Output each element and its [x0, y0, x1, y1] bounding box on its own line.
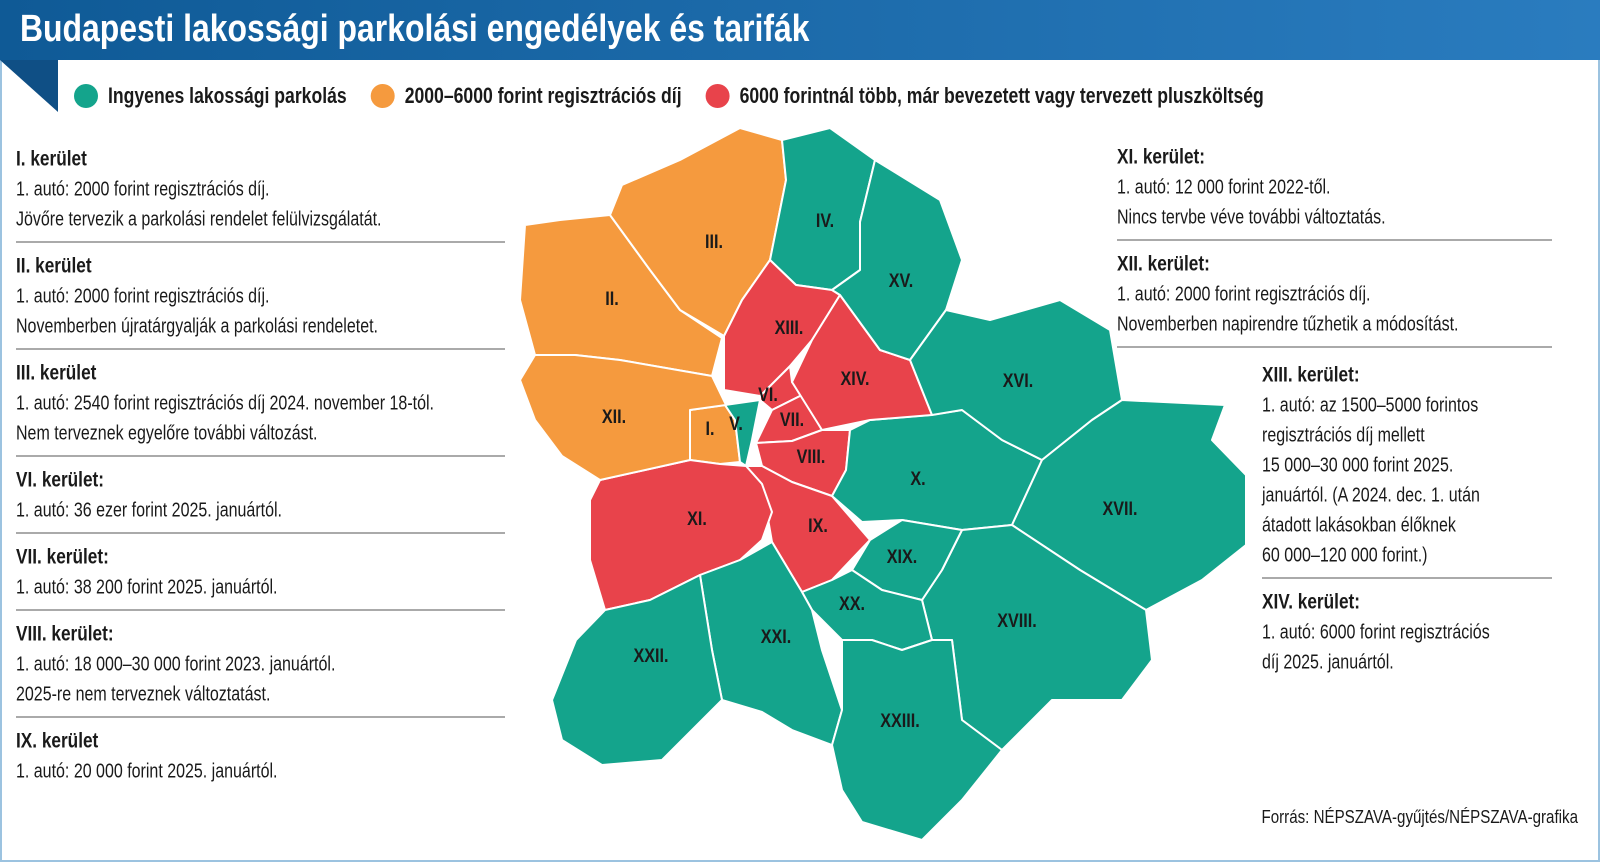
district-label: XIX.	[887, 547, 918, 568]
district-label: VIII.	[797, 447, 826, 468]
note-heading: I. kerület	[16, 148, 87, 171]
district	[519, 214, 723, 377]
title: Budapesti lakossági parkolási engedélyek…	[20, 8, 810, 50]
note-heading: VIII. kerület:	[16, 623, 114, 646]
note-line: 1. autó: 2000 forint regisztrációs díj.	[1117, 283, 1371, 305]
district-label: XI.	[687, 509, 707, 530]
district-label: I.	[706, 419, 715, 440]
district	[551, 574, 723, 766]
district-label: V.	[729, 414, 743, 435]
note-heading: III. kerület	[16, 362, 96, 385]
map: I. II. III. IV. V. VI.VII. VIII. IX. X. XI. XII. XI…	[519, 127, 1247, 841]
district-label: II.	[605, 289, 619, 310]
note-line: januártól. (A 2024. dec. 1. után	[1261, 484, 1480, 506]
note-line: 1. autó: az 1500–5000 forintos	[1262, 394, 1478, 416]
note-line: 1. autó: 2000 forint regisztrációs díj.	[16, 285, 270, 307]
note-line: Nincs tervbe véve további változtatás.	[1117, 206, 1386, 228]
district-label: XIII.	[775, 318, 804, 339]
note-heading: XIV. kerület:	[1262, 591, 1360, 614]
district	[723, 259, 841, 397]
legend: Ingyenes lakossági parkolás 2000–6000 for…	[74, 83, 1264, 108]
district-label: XXI.	[761, 627, 792, 648]
note-line: Novemberben napirendre tűzhetik a módosí…	[1117, 313, 1459, 335]
district-label: XXIII.	[880, 711, 920, 732]
district-label: XII.	[602, 407, 626, 428]
legend-label: Ingyenes lakossági parkolás	[108, 83, 347, 108]
note-heading: VII. kerület:	[16, 546, 109, 569]
note-line: 1. autó: 36 ezer forint 2025. januártól.	[16, 499, 282, 521]
district-label: IV.	[816, 211, 834, 232]
note-line: regisztrációs díj mellett	[1262, 424, 1425, 446]
district-label: XXII.	[634, 646, 669, 667]
district-label: III.	[705, 232, 723, 253]
source: Forrás: NÉPSZAVA-gyűjtés/NÉPSZAVA-grafik…	[1262, 807, 1579, 827]
note-heading: IX. kerület	[16, 730, 98, 753]
header-notch	[0, 60, 58, 112]
note-line: Nem terveznek egyelőre további változást…	[16, 422, 318, 444]
legend-swatch	[705, 84, 730, 108]
legend-label: 2000–6000 forint regisztrációs díj	[405, 83, 682, 108]
note-line: 1. autó: 6000 forint regisztrációs	[1262, 621, 1490, 643]
district-label: XVIII.	[997, 611, 1037, 632]
note-line: 2025-re nem terveznek változtatást.	[16, 683, 270, 705]
legend-swatch	[370, 84, 395, 108]
note-line: 1. autó: 18 000–30 000 forint 2023. janu…	[16, 653, 335, 675]
note-heading: VI. kerület:	[16, 469, 104, 492]
notes: I. kerület 1. autó: 2000 forint regisztrá…	[16, 146, 1552, 782]
district-label: IX.	[808, 516, 828, 537]
district-label: XVI.	[1003, 371, 1034, 392]
header-bar	[0, 0, 1600, 60]
district	[831, 159, 963, 361]
note-line: 15 000–30 000 forint 2025.	[1262, 454, 1453, 476]
note-heading: II. kerület	[16, 255, 92, 278]
district-label: XIV.	[841, 369, 870, 390]
district	[831, 639, 1003, 841]
district-label: VII.	[780, 410, 804, 431]
note-heading: XIII. kerület:	[1262, 364, 1360, 387]
district-label: X.	[910, 469, 925, 490]
district	[519, 354, 727, 481]
district-label: XVII.	[1103, 499, 1138, 520]
district-label: XX.	[839, 594, 865, 615]
district-label: VI.	[758, 385, 778, 406]
note-line: 1. autó: 2540 forint regisztrációs díj 2…	[16, 392, 434, 414]
note-line: 1. autó: 2000 forint regisztrációs díj.	[16, 178, 270, 200]
note-heading: XI. kerület:	[1117, 146, 1205, 169]
note-line: Novemberben újratárgyalják a parkolási r…	[16, 315, 378, 337]
district-label: XV.	[889, 271, 914, 292]
note-line: 1. autó: 38 200 forint 2025. januártól.	[16, 576, 278, 598]
note-line: 1. autó: 12 000 forint 2022-től.	[1117, 176, 1331, 198]
note-line: díj 2025. januártól.	[1262, 651, 1394, 673]
district	[589, 459, 773, 611]
legend-label: 6000 forintnál több, már bevezetett vagy…	[740, 83, 1264, 108]
legend-swatch	[74, 84, 98, 108]
note-line: 1. autó: 20 000 forint 2025. januártól.	[16, 760, 278, 782]
note-line: átadott lakásokban élőknek	[1262, 514, 1457, 536]
note-heading: XII. kerület:	[1117, 253, 1210, 276]
note-line: Jövőre tervezik a parkolási rendelet fel…	[16, 208, 382, 230]
note-line: 60 000–120 000 forint.)	[1262, 544, 1428, 566]
